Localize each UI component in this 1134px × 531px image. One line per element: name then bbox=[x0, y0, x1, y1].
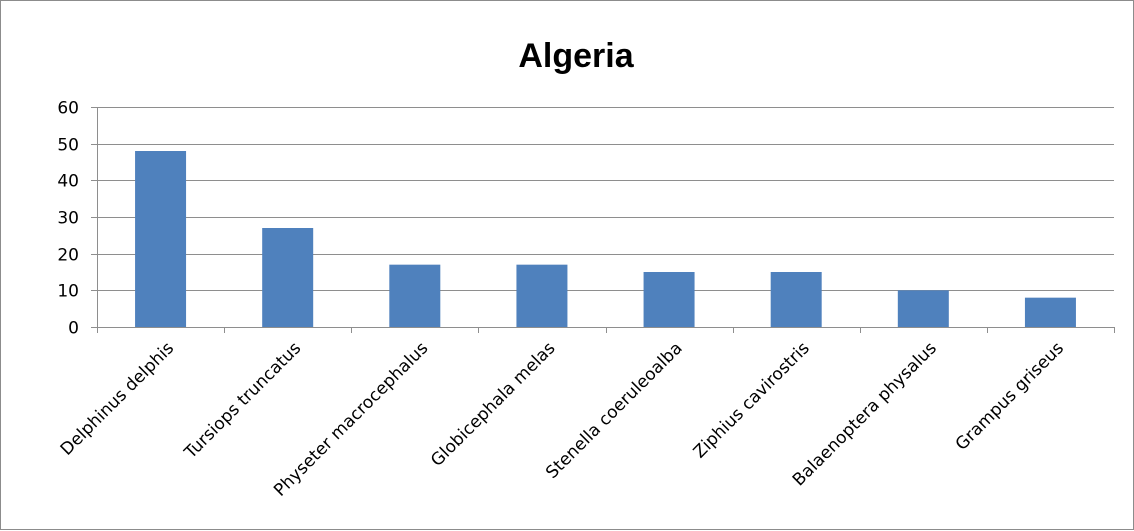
bar-tursiops-truncatus bbox=[262, 228, 314, 327]
bar-ziphius-cavirostris bbox=[770, 272, 822, 327]
category-label-delphinus-delphis: Delphinus delphis bbox=[57, 338, 178, 459]
category-label-stenella-coeruleoalba: Stenella coeruleoalba bbox=[542, 338, 686, 482]
bar-grampus-griseus bbox=[1024, 297, 1076, 327]
category-label-grampus-griseus: Grampus griseus bbox=[952, 338, 1068, 454]
y-tick-label-20: 20 bbox=[57, 246, 79, 266]
bar-physeter-macrocephalus bbox=[389, 264, 441, 327]
category-label-tursiops-truncatus: Tursiops truncatus bbox=[180, 338, 305, 463]
y-tick-label-40: 40 bbox=[57, 172, 79, 192]
bar-balaenoptera-physalus bbox=[897, 290, 949, 327]
category-label-ziphius-cavirostris: Ziphius cavirostris bbox=[690, 338, 814, 462]
y-tick-label-60: 60 bbox=[57, 99, 79, 119]
y-tick-label-50: 50 bbox=[57, 136, 79, 156]
category-labels: Delphinus delphis Tursiops truncatusPhyse… bbox=[57, 338, 1068, 500]
y-tick-labels: 0 10 20 30 40 50 60 bbox=[57, 99, 79, 339]
chart-title: Algeria bbox=[518, 37, 634, 75]
gridlines bbox=[97, 107, 1114, 291]
y-tick-label-10: 10 bbox=[57, 282, 79, 302]
axes bbox=[91, 107, 1115, 333]
bar-stenella-coeruleoalba bbox=[643, 272, 695, 327]
bars bbox=[135, 151, 1076, 327]
bar-globicephala-melas bbox=[516, 264, 568, 327]
y-tick-label-0: 0 bbox=[68, 319, 79, 339]
bar-delphinus-delphis bbox=[135, 151, 187, 327]
y-tick-label-30: 30 bbox=[57, 209, 79, 229]
category-label-globicephala-melas: Globicephala melas bbox=[427, 338, 559, 470]
category-label-balaenoptera-physalus: Balaenoptera physalus bbox=[789, 338, 941, 490]
